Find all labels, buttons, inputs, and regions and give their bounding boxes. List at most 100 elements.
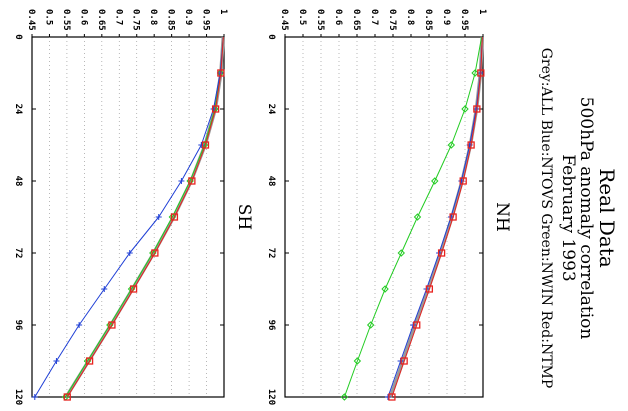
series-line-nh-ntovs: [387, 36, 483, 398]
ytick-label-sh-6: 0.7: [113, 9, 123, 25]
plot-frame-nh: [284, 36, 484, 398]
title-line-1: Real Data: [595, 168, 619, 268]
point-sh-ntmp-48: [188, 177, 196, 185]
ytick-label-sh-2: 0.9: [183, 9, 193, 25]
point-nh-ntmp-48: [459, 177, 467, 185]
title-block: Real Data 500hPa anomaly correlation Feb…: [538, 48, 619, 389]
point-nh-nwin-60: [413, 213, 422, 221]
ytick-label-nh-0: 1: [477, 9, 487, 14]
point-nh-nwin-96: [366, 321, 375, 329]
series-line-nh-ntmp: [391, 36, 483, 398]
point-nh-ntmp-12: [477, 69, 485, 77]
point-nh-ntmp-72: [437, 249, 446, 257]
point-nh-nwin-48: [431, 177, 439, 185]
ytick-label-nh-4: 0.8: [405, 9, 415, 25]
y-ticks-sh: 1 0.95 0.9 0.85 0.8 0.75 0.7 0.65 0.6 0.55 0.5 0.45: [26, 9, 228, 37]
point-nh-nwin-72: [397, 249, 405, 257]
point-nh-ntmp-24: [473, 105, 481, 113]
point-nh-ntmp-36: [467, 141, 475, 149]
series-line-sh-nwin: [65, 36, 224, 398]
point-nh-ntovs-120: [384, 394, 391, 400]
point-nh-ntmp-96: [413, 321, 421, 329]
series-line-sh-all: [64, 36, 226, 398]
xtick-label-sh-4: 96: [13, 320, 23, 331]
point-nh-ntmp-120: [388, 393, 396, 401]
point-nh-nwin-24: [461, 105, 469, 113]
point-nh-nwin-36: [447, 141, 456, 149]
ytick-label-nh-11: 0.45: [279, 9, 289, 31]
ytick-label-sh-9: 0.55: [61, 9, 71, 31]
point-sh-ntovs-60: [155, 214, 162, 220]
series-line-sh-ntmp: [66, 36, 224, 398]
point-sh-ntmp-96: [108, 321, 116, 329]
panel-label-sh: SH: [234, 204, 254, 230]
xtick-label-sh-1: 24: [13, 104, 23, 115]
series-line-nh-nwin: [343, 36, 483, 398]
point-sh-ntmp-12: [217, 69, 225, 77]
panel-nh: 1 0.95 0.9 0.85 0.8 0.75 0.7 0.65 0.6 0.55 0.5 0.45…: [266, 9, 512, 405]
series-line-nh-all: [388, 36, 485, 398]
x-ticks-sh: 0 24 48 72 96 120: [13, 34, 224, 405]
ytick-label-nh-6: 0.7: [369, 9, 379, 25]
xtick-label-nh-4: 96: [266, 320, 276, 331]
point-nh-nwin-108: [353, 357, 362, 365]
point-sh-ntovs-96: [76, 322, 83, 328]
ytick-label-sh-4: 0.8: [148, 9, 158, 25]
ytick-label-nh-7: 0.65: [351, 9, 361, 31]
point-sh-ntmp-120: [63, 393, 71, 401]
ytick-label-sh-8: 0.6: [78, 9, 88, 25]
title-line-3: February 1993: [558, 154, 578, 281]
xtick-label-sh-0: 0: [13, 34, 23, 39]
ytick-label-nh-1: 0.95: [459, 9, 469, 31]
grid-sh: [49, 37, 207, 397]
ytick-label-nh-2: 0.9: [441, 9, 451, 25]
ytick-label-sh-0: 1: [218, 9, 228, 14]
ytick-label-nh-3: 0.85: [423, 9, 433, 31]
ytick-label-nh-10: 0.5: [297, 9, 307, 25]
point-sh-ntmp-36: [201, 141, 210, 149]
xtick-label-nh-3: 72: [266, 248, 276, 259]
xtick-label-sh-5: 120: [13, 389, 23, 405]
xtick-label-nh-2: 48: [266, 176, 276, 187]
point-sh-ntovs-84: [101, 286, 108, 292]
point-nh-nwin-12: [471, 69, 479, 77]
xtick-label-sh-2: 48: [13, 176, 23, 187]
series-nh: [340, 36, 485, 401]
point-sh-ntmp-72: [151, 249, 159, 257]
point-nh-nwin-84: [381, 285, 389, 293]
point-sh-ntovs-108: [53, 358, 60, 364]
y-ticks-nh: 1 0.95 0.9 0.85 0.8 0.75 0.7 0.65 0.6 0.55 0.5 0.45: [279, 9, 487, 37]
xtick-label-sh-3: 72: [13, 248, 23, 259]
ytick-label-sh-10: 0.5: [43, 9, 53, 25]
xtick-label-nh-5: 120: [266, 389, 276, 405]
series-line-sh-ntovs: [34, 36, 224, 398]
series-sh: [31, 36, 226, 401]
point-sh-ntovs-36: [198, 142, 205, 148]
point-sh-ntovs-120: [31, 394, 38, 400]
point-sh-ntovs-48: [178, 178, 185, 184]
point-nh-nwin-120: [340, 393, 349, 401]
point-sh-ntmp-60: [170, 213, 179, 221]
panel-sh: 1 0.95 0.9 0.85 0.8 0.75 0.7 0.65 0.6 0.55 0.5 0.45…: [13, 9, 254, 405]
grid-nh: [302, 37, 466, 397]
plot-frame-sh: [31, 36, 225, 398]
point-nh-ntmp-60: [449, 213, 457, 221]
ytick-label-nh-9: 0.55: [315, 9, 325, 31]
title-line-2: 500hPa anomaly correlation: [576, 97, 596, 340]
xtick-label-nh-1: 24: [266, 104, 276, 115]
ytick-label-nh-8: 0.6: [333, 9, 343, 25]
title-line-4: Grey:ALL Blue:NTOVS Green:NWIN Red:NTMP: [538, 48, 554, 389]
point-nh-ntmp-84: [425, 285, 434, 293]
ytick-label-sh-3: 0.85: [166, 9, 176, 31]
ytick-label-nh-5: 0.75: [387, 9, 397, 31]
ytick-label-sh-1: 0.95: [201, 9, 211, 31]
point-sh-ntmp-108: [85, 357, 94, 365]
panel-label-nh: NH: [492, 202, 512, 232]
ytick-label-sh-11: 0.45: [26, 9, 36, 31]
point-sh-ntmp-84: [129, 285, 138, 293]
xtick-label-nh-0: 0: [266, 34, 276, 39]
point-sh-ntovs-72: [126, 250, 133, 256]
ytick-label-sh-5: 0.75: [131, 9, 141, 31]
point-sh-ntmp-24: [211, 105, 220, 113]
